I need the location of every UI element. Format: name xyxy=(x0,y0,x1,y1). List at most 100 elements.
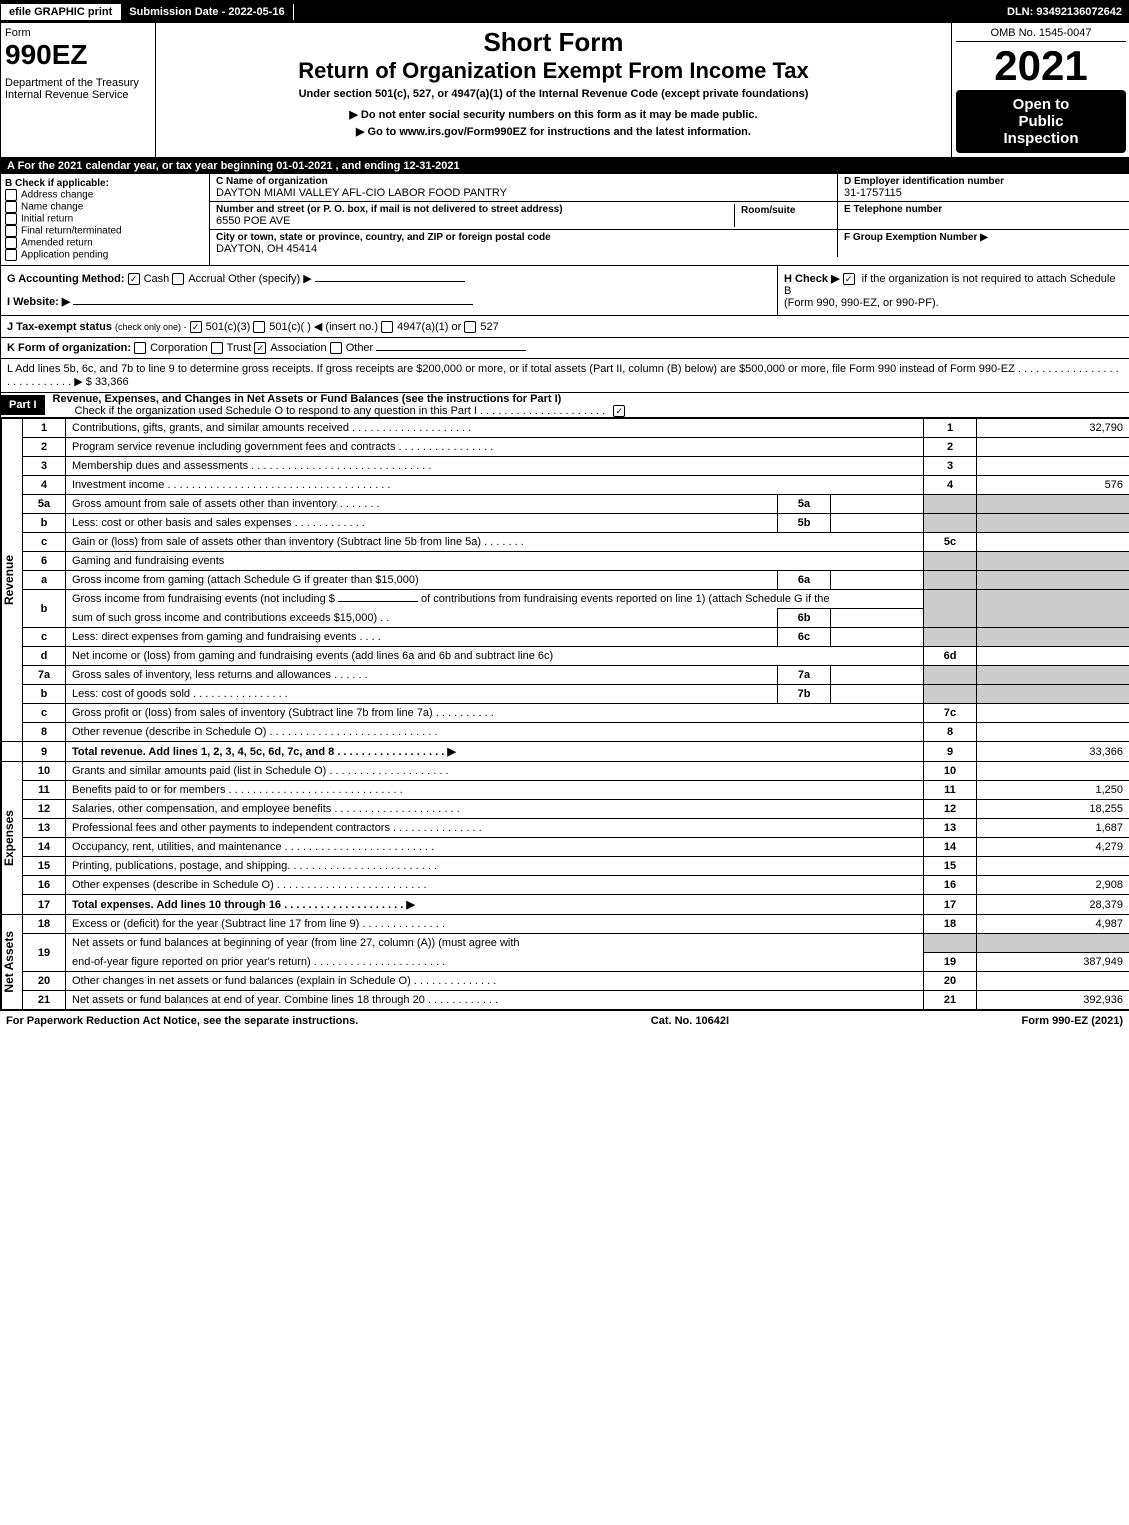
footer: For Paperwork Reduction Act Notice, see … xyxy=(0,1011,1129,1031)
line-6a: a Gross income from gaming (attach Sched… xyxy=(2,571,1129,590)
ein-cell: D Employer identification number 31-1757… xyxy=(838,174,1129,202)
line-5c-amount xyxy=(977,533,1129,552)
check-name-change[interactable]: Name change xyxy=(5,201,205,213)
line-16: 16 Other expenses (describe in Schedule … xyxy=(2,876,1129,895)
expenses-side-label: Expenses xyxy=(2,810,22,866)
line-5b: b Less: cost or other basis and sales ex… xyxy=(2,514,1129,533)
check-corporation[interactable] xyxy=(134,342,146,354)
line-19b: end-of-year figure reported on prior yea… xyxy=(2,952,1129,971)
line-6d-amount xyxy=(977,647,1129,666)
line-6c-input[interactable] xyxy=(831,628,924,647)
line-1: Revenue 1 Contributions, gifts, grants, … xyxy=(2,419,1129,438)
section-cde: C Name of organization DAYTON MIAMI VALL… xyxy=(210,174,1129,265)
line-7b: b Less: cost of goods sold . . . . . . .… xyxy=(2,685,1129,704)
line-12: 12 Salaries, other compensation, and emp… xyxy=(2,800,1129,819)
line-8: 8 Other revenue (describe in Schedule O)… xyxy=(2,723,1129,742)
check-amended-return[interactable]: Amended return xyxy=(5,237,205,249)
line-21: 21 Net assets or fund balances at end of… xyxy=(2,990,1129,1009)
org-name-value: DAYTON MIAMI VALLEY AFL-CIO LABOR FOOD P… xyxy=(216,187,831,199)
line-16-amount: 2,908 xyxy=(977,876,1129,895)
check-cash[interactable] xyxy=(128,273,140,285)
part-1-label: Part I xyxy=(1,395,45,415)
line-9-amount: 33,366 xyxy=(977,742,1129,762)
check-trust[interactable] xyxy=(211,342,223,354)
section-a-row: A For the 2021 calendar year, or tax yea… xyxy=(1,158,1129,174)
line-l-value: 33,366 xyxy=(95,376,129,388)
line-7c: c Gross profit or (loss) from sales of i… xyxy=(2,704,1129,723)
efile-print-label[interactable]: efile GRAPHIC print xyxy=(1,4,121,20)
check-schedule-o[interactable] xyxy=(613,405,625,417)
check-4947[interactable] xyxy=(381,321,393,333)
line-7a: 7a Gross sales of inventory, less return… xyxy=(2,666,1129,685)
public: Public xyxy=(962,113,1120,130)
city-value: DAYTON, OH 45414 xyxy=(216,243,831,255)
other-specify-input[interactable] xyxy=(315,281,465,282)
check-accrual[interactable] xyxy=(172,273,184,285)
dept-treasury: Department of the Treasury xyxy=(5,77,151,89)
room-suite-cell: Room/suite xyxy=(734,204,831,227)
check-other-org[interactable] xyxy=(330,342,342,354)
other-org-input[interactable] xyxy=(376,350,526,351)
line-15: 15 Printing, publications, postage, and … xyxy=(2,857,1129,876)
check-527[interactable] xyxy=(464,321,476,333)
accounting-method-label: G Accounting Method: xyxy=(7,273,125,285)
tax-year: 2021 xyxy=(956,42,1126,90)
goto-link[interactable]: ▶ Go to www.irs.gov/Form990EZ for instru… xyxy=(160,125,947,138)
line-2: 2 Program service revenue including gove… xyxy=(2,438,1129,457)
org-name-label: C Name of organization xyxy=(216,176,831,187)
part-1-header-row: Part I Revenue, Expenses, and Changes in… xyxy=(1,393,1129,418)
check-final-return[interactable]: Final return/terminated xyxy=(5,225,205,237)
line-18-amount: 4,987 xyxy=(977,915,1129,934)
line-6d: d Net income or (loss) from gaming and f… xyxy=(2,647,1129,666)
group-exemption-label: F Group Exemption Number ▶ xyxy=(844,232,1124,243)
line-5a-input[interactable] xyxy=(831,495,924,514)
line-6b-input[interactable] xyxy=(831,609,924,628)
street-value: 6550 POE AVE xyxy=(216,215,734,227)
line-17: 17 Total expenses. Add lines 10 through … xyxy=(2,895,1129,915)
line-5b-input[interactable] xyxy=(831,514,924,533)
line-3-amount xyxy=(977,457,1129,476)
line-7c-amount xyxy=(977,704,1129,723)
line-6b-contrib-input[interactable] xyxy=(338,601,418,602)
header-center-col: Short Form Return of Organization Exempt… xyxy=(156,23,952,157)
check-initial-return[interactable]: Initial return xyxy=(5,213,205,225)
line-6c: c Less: direct expenses from gaming and … xyxy=(2,628,1129,647)
inspection: Inspection xyxy=(962,130,1120,147)
ein-value: 31-1757115 xyxy=(844,187,1124,199)
part-1-title: Revenue, Expenses, and Changes in Net As… xyxy=(45,393,1129,405)
top-bar: efile GRAPHIC print Submission Date - 20… xyxy=(1,1,1129,23)
line-7b-input[interactable] xyxy=(831,685,924,704)
section-b-label: B Check if applicable: xyxy=(5,178,205,189)
header-right-col: OMB No. 1545-0047 2021 Open to Public In… xyxy=(952,23,1129,157)
street-cell: Number and street (or P. O. box, if mail… xyxy=(210,202,838,230)
line-5c: c Gain or (loss) from sale of assets oth… xyxy=(2,533,1129,552)
check-association[interactable] xyxy=(254,342,266,354)
line-20: 20 Other changes in net assets or fund b… xyxy=(2,971,1129,990)
form-org-label: K Form of organization: xyxy=(7,342,131,354)
check-501c[interactable] xyxy=(253,321,265,333)
line-15-amount xyxy=(977,857,1129,876)
line-11-amount: 1,250 xyxy=(977,781,1129,800)
website-input[interactable] xyxy=(73,304,473,305)
omb-number: OMB No. 1545-0047 xyxy=(956,27,1126,42)
ein-label: D Employer identification number xyxy=(844,176,1124,187)
submission-date-label: Submission Date - 2022-05-16 xyxy=(121,4,293,20)
line-8-amount xyxy=(977,723,1129,742)
part-1-check-text: Check if the organization used Schedule … xyxy=(75,405,606,417)
line-11: 11 Benefits paid to or for members . . .… xyxy=(2,781,1129,800)
check-address-change[interactable]: Address change xyxy=(5,189,205,201)
org-name-cell: C Name of organization DAYTON MIAMI VALL… xyxy=(210,174,838,202)
check-schedule-b[interactable] xyxy=(843,273,855,285)
check-application-pending[interactable]: Application pending xyxy=(5,249,205,261)
g-h-row: G Accounting Method: Cash Accrual Other … xyxy=(1,266,1129,316)
line-6a-input[interactable] xyxy=(831,571,924,590)
line-l-text: L Add lines 5b, 6c, and 7b to line 9 to … xyxy=(7,363,1119,388)
line-6b: b Gross income from fundraising events (… xyxy=(2,590,1129,609)
line-5a: 5a Gross amount from sale of assets othe… xyxy=(2,495,1129,514)
line-7a-input[interactable] xyxy=(831,666,924,685)
header-left-col: Form 990EZ Department of the Treasury In… xyxy=(1,23,156,157)
check-501c3[interactable] xyxy=(190,321,202,333)
section-c-row1: C Name of organization DAYTON MIAMI VALL… xyxy=(210,174,1129,202)
form-number: 990EZ xyxy=(5,39,151,71)
street-label: Number and street (or P. O. box, if mail… xyxy=(216,204,734,215)
